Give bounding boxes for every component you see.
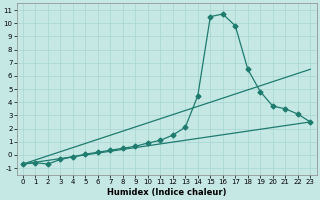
X-axis label: Humidex (Indice chaleur): Humidex (Indice chaleur) <box>107 188 226 197</box>
